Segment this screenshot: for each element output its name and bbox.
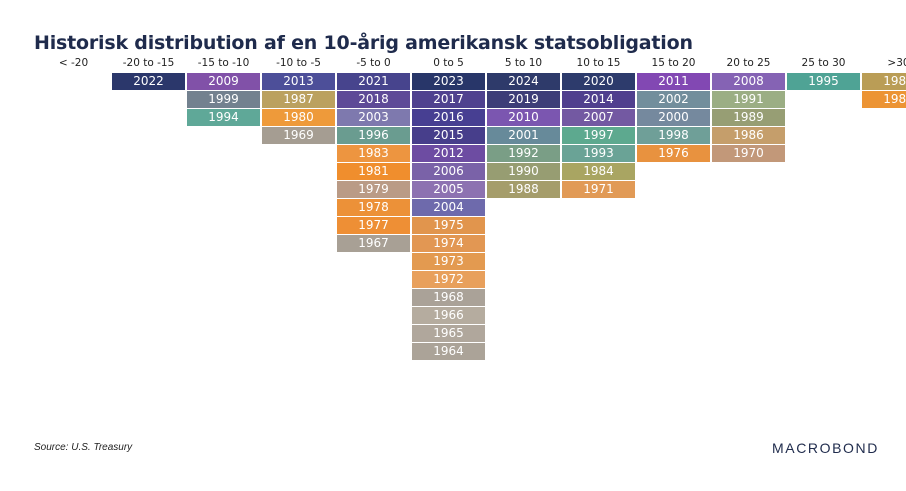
year-cell: 1977 (337, 217, 410, 234)
year-cell: 1990 (487, 163, 560, 180)
column-header: >30 (887, 57, 906, 69)
year-cell: 1993 (562, 145, 635, 162)
year-cell: 1982 (862, 91, 906, 108)
year-cell: 1965 (412, 325, 485, 342)
year-cell: 2024 (487, 73, 560, 90)
year-cell: 1998 (637, 127, 710, 144)
column-header: -5 to 0 (356, 57, 391, 69)
year-cell: 1994 (187, 109, 260, 126)
year-cell: 1978 (337, 199, 410, 216)
year-cell: 2017 (412, 91, 485, 108)
year-cell: 1988 (487, 181, 560, 198)
column-header: 5 to 10 (504, 57, 543, 69)
year-cell: 2016 (412, 109, 485, 126)
year-cell: 2001 (487, 127, 560, 144)
year-cell: 2002 (637, 91, 710, 108)
year-cell: 1992 (487, 145, 560, 162)
year-cell: 1980 (262, 109, 335, 126)
year-cell: 2003 (337, 109, 410, 126)
column-header: 0 to 5 (433, 57, 464, 69)
year-cell: 1991 (712, 91, 785, 108)
year-cell: 1974 (412, 235, 485, 252)
year-cell: 1966 (412, 307, 485, 324)
year-cell: 2011 (637, 73, 710, 90)
year-cell: 1972 (412, 271, 485, 288)
year-cell: 1986 (712, 127, 785, 144)
year-cell: 1985 (862, 73, 906, 90)
year-cell: 2013 (262, 73, 335, 90)
year-cell: 1968 (412, 289, 485, 306)
column-header: -15 to -10 (197, 57, 250, 69)
column-header: 25 to 30 (801, 57, 846, 69)
year-cell: 2022 (112, 73, 185, 90)
year-cell: 1984 (562, 163, 635, 180)
year-cell: 1969 (262, 127, 335, 144)
year-cell: 1964 (412, 343, 485, 360)
year-cell: 2015 (412, 127, 485, 144)
year-cell: 1987 (262, 91, 335, 108)
year-cell: 1971 (562, 181, 635, 198)
year-cell: 1975 (412, 217, 485, 234)
year-cell: 2018 (337, 91, 410, 108)
year-cell: 2021 (337, 73, 410, 90)
year-cell: 2012 (412, 145, 485, 162)
year-cell: 2010 (487, 109, 560, 126)
year-cell: 2005 (412, 181, 485, 198)
year-cell: 2004 (412, 199, 485, 216)
year-cell: 1983 (337, 145, 410, 162)
column-header: -10 to -5 (276, 57, 321, 69)
year-cell: 2009 (187, 73, 260, 90)
year-cell: 2000 (637, 109, 710, 126)
macrobond-logo: MACROBOND (772, 440, 879, 456)
chart-title: Historisk distribution af en 10-årig ame… (34, 32, 693, 54)
year-cell: 1996 (337, 127, 410, 144)
year-cell: 1967 (337, 235, 410, 252)
year-cell: 1970 (712, 145, 785, 162)
year-cell: 2008 (712, 73, 785, 90)
year-cell: 2006 (412, 163, 485, 180)
year-cell: 2019 (487, 91, 560, 108)
source-note: Source: U.S. Treasury (34, 442, 133, 453)
year-cell: 2020 (562, 73, 635, 90)
year-cell: 1995 (787, 73, 860, 90)
column-header: -20 to -15 (122, 57, 175, 69)
column-header: 20 to 25 (726, 57, 771, 69)
year-cell: 1981 (337, 163, 410, 180)
year-cell: 1989 (712, 109, 785, 126)
year-cell: 2007 (562, 109, 635, 126)
column-header: < -20 (58, 57, 89, 69)
year-cell: 1997 (562, 127, 635, 144)
year-cell: 1979 (337, 181, 410, 198)
year-cell: 1973 (412, 253, 485, 270)
column-header: 15 to 20 (651, 57, 696, 69)
year-cell: 1976 (637, 145, 710, 162)
year-cell: 2014 (562, 91, 635, 108)
column-header: 10 to 15 (576, 57, 621, 69)
year-cell: 1999 (187, 91, 260, 108)
year-cell: 2023 (412, 73, 485, 90)
